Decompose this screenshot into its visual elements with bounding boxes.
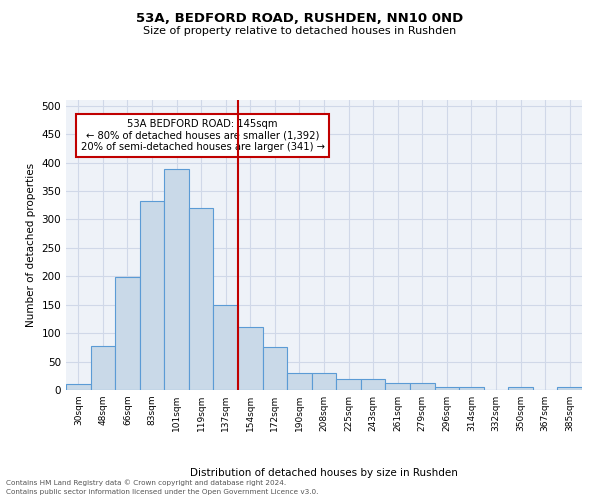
Y-axis label: Number of detached properties: Number of detached properties	[26, 163, 36, 327]
Bar	[263, 348, 287, 390]
Bar	[238, 328, 263, 390]
Bar	[336, 378, 361, 390]
Bar	[557, 387, 582, 390]
Text: Contains public sector information licensed under the Open Government Licence v3: Contains public sector information licen…	[6, 489, 319, 495]
Text: 53A, BEDFORD ROAD, RUSHDEN, NN10 0ND: 53A, BEDFORD ROAD, RUSHDEN, NN10 0ND	[136, 12, 464, 26]
Bar	[287, 373, 312, 390]
Text: Distribution of detached houses by size in Rushden: Distribution of detached houses by size …	[190, 468, 458, 477]
Bar	[434, 386, 459, 390]
Bar	[189, 208, 214, 390]
Bar	[115, 278, 140, 390]
Bar	[164, 170, 189, 390]
Bar	[361, 378, 385, 390]
Bar	[459, 387, 484, 390]
Text: Size of property relative to detached houses in Rushden: Size of property relative to detached ho…	[143, 26, 457, 36]
Bar	[214, 304, 238, 390]
Bar	[508, 387, 533, 390]
Bar	[410, 382, 434, 390]
Text: Contains HM Land Registry data © Crown copyright and database right 2024.: Contains HM Land Registry data © Crown c…	[6, 480, 286, 486]
Bar	[312, 373, 336, 390]
Bar	[385, 382, 410, 390]
Bar	[140, 200, 164, 390]
Text: 53A BEDFORD ROAD: 145sqm
← 80% of detached houses are smaller (1,392)
20% of sem: 53A BEDFORD ROAD: 145sqm ← 80% of detach…	[81, 119, 325, 152]
Bar	[91, 346, 115, 390]
Bar	[66, 384, 91, 390]
